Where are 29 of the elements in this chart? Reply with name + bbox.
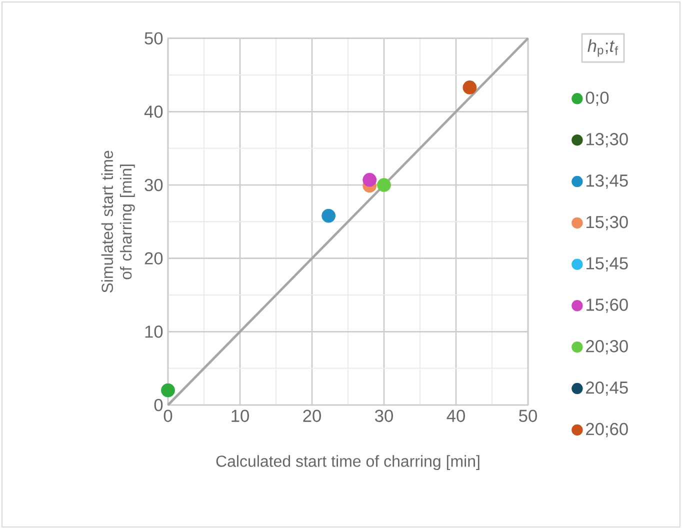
x-tick-label: 0 <box>164 410 172 422</box>
y-axis-title: Simulated start time of charring [min] <box>101 150 135 293</box>
legend-label: 15;30 <box>586 216 628 230</box>
legend-label: 20;45 <box>586 381 628 396</box>
x-axis-title: Calculated start time of charring [min] <box>216 455 480 470</box>
y-tick-label: 40 <box>144 106 163 118</box>
legend-label: 20;60 <box>586 422 628 438</box>
x-tick-label: 50 <box>519 410 537 422</box>
point <box>462 80 477 94</box>
point <box>362 172 377 187</box>
legend-title: h$_{p}$;t$_{f}$ <box>588 39 618 57</box>
y-tick-label: 0 <box>154 398 163 412</box>
y-tick-label: 30 <box>144 178 163 192</box>
legend-label: 15;60 <box>586 298 628 313</box>
point <box>322 208 336 223</box>
legend-label: 13;45 <box>586 174 628 189</box>
y-tick-label: 50 <box>144 32 163 44</box>
x-tick-label: 20 <box>303 410 321 422</box>
x-tick-label: 40 <box>446 410 465 422</box>
legend-label: 15;45 <box>586 257 628 272</box>
y-tick-label: 20 <box>144 252 163 264</box>
point <box>377 178 391 192</box>
x-tick-label: 10 <box>232 410 249 422</box>
legend-label: 0;0 <box>586 92 609 106</box>
y-tick-label: 10 <box>145 326 163 338</box>
legend-label: 13;30 <box>586 133 628 148</box>
x-tick-label: 30 <box>375 410 393 422</box>
legend-label: 20;30 <box>586 340 628 354</box>
point <box>161 383 175 398</box>
